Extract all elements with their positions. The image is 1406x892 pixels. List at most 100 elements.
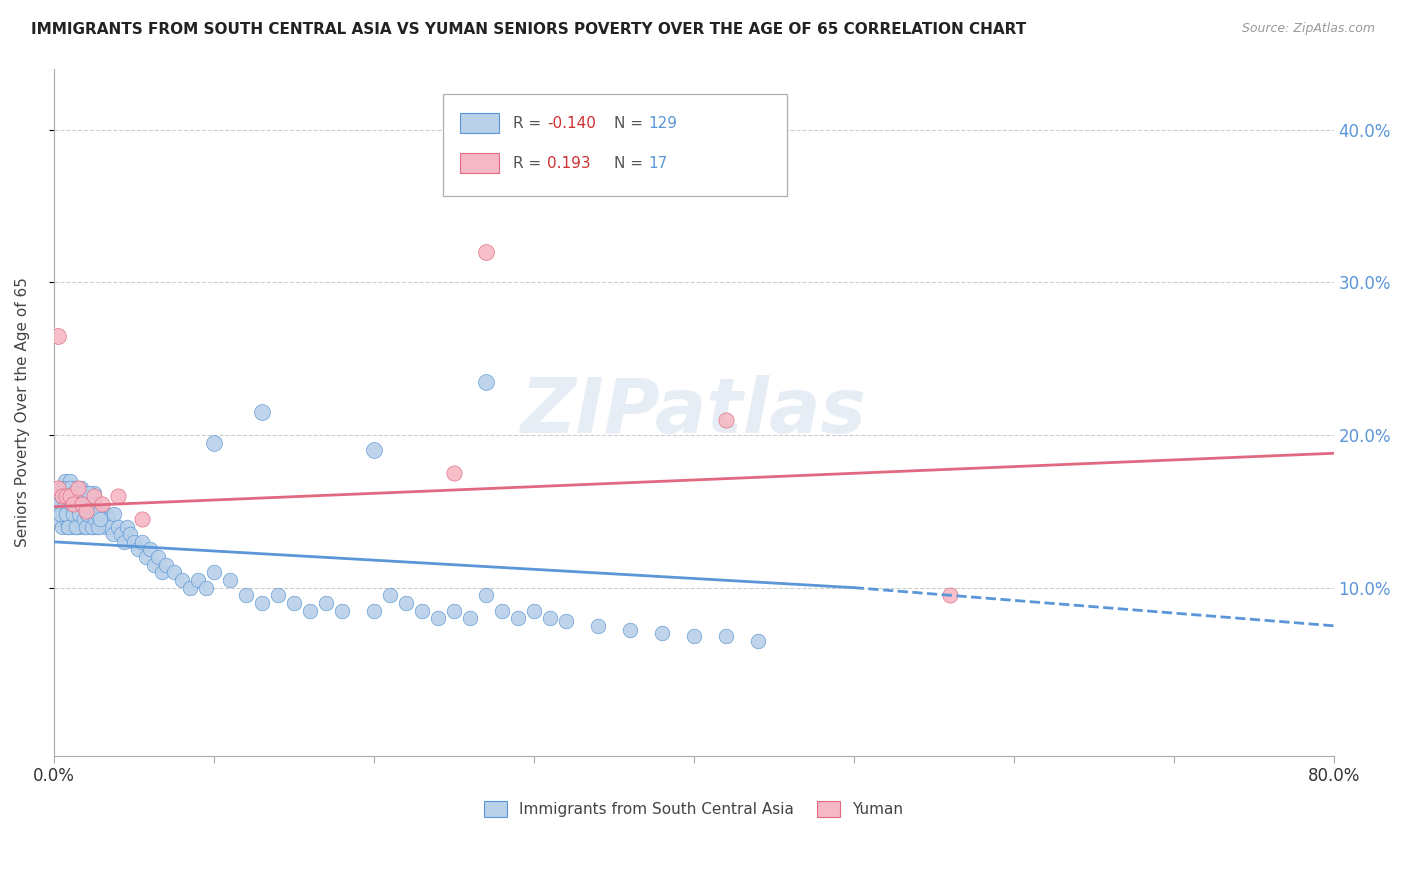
Point: [89, 508, 111, 522]
Point: [49, 489, 72, 503]
Point: [474, 244, 496, 259]
Point: [120, 527, 142, 541]
Point: [56, 519, 79, 533]
Point: [714, 412, 737, 426]
Point: [63, 482, 86, 496]
Text: Source: ZipAtlas.com: Source: ZipAtlas.com: [1241, 22, 1375, 36]
Point: [87, 519, 110, 533]
Point: [66, 482, 89, 496]
Point: [51, 519, 73, 533]
Point: [75, 519, 97, 533]
Point: [84, 512, 107, 526]
Point: [62, 504, 84, 518]
Point: [103, 508, 125, 522]
Point: [62, 497, 84, 511]
Point: [98, 519, 121, 533]
Point: [65, 508, 87, 522]
Point: [65, 497, 87, 511]
Point: [51, 482, 73, 496]
Point: [48, 497, 70, 511]
Point: [83, 504, 105, 518]
Point: [115, 519, 138, 533]
Point: [682, 630, 704, 644]
Point: [187, 573, 209, 587]
Point: [146, 550, 169, 565]
Point: [152, 566, 174, 580]
Point: [619, 624, 641, 638]
Point: [938, 588, 960, 602]
Text: 0.193: 0.193: [547, 156, 591, 170]
Point: [73, 519, 96, 533]
Point: [76, 497, 98, 511]
Point: [52, 482, 75, 496]
Point: [67, 508, 90, 522]
Point: [298, 603, 321, 617]
Point: [59, 482, 82, 496]
Text: N =: N =: [614, 116, 648, 130]
Point: [80, 519, 103, 533]
Legend: Immigrants from South Central Asia, Yuman: Immigrants from South Central Asia, Yuma…: [478, 796, 910, 823]
Text: IMMIGRANTS FROM SOUTH CENTRAL ASIA VS YUMAN SENIORS POVERTY OVER THE AGE OF 65 C: IMMIGRANTS FROM SOUTH CENTRAL ASIA VS YU…: [31, 22, 1026, 37]
Point: [131, 512, 153, 526]
Point: [411, 603, 433, 617]
Text: 129: 129: [648, 116, 678, 130]
Point: [506, 611, 529, 625]
Text: -0.140: -0.140: [547, 116, 596, 130]
Point: [90, 497, 112, 511]
Point: [83, 489, 105, 503]
Point: [122, 534, 145, 549]
Point: [59, 486, 82, 500]
Point: [51, 489, 73, 503]
Point: [394, 596, 416, 610]
Point: [73, 512, 96, 526]
Point: [138, 542, 160, 557]
Point: [80, 519, 103, 533]
Point: [170, 573, 193, 587]
Point: [162, 566, 184, 580]
Point: [55, 491, 77, 506]
Point: [523, 603, 546, 617]
Point: [79, 497, 101, 511]
Point: [458, 611, 481, 625]
Point: [89, 512, 111, 526]
Point: [651, 626, 673, 640]
Point: [51, 497, 73, 511]
Point: [55, 489, 77, 503]
Point: [127, 542, 149, 557]
Point: [62, 489, 84, 503]
Text: N =: N =: [614, 156, 654, 170]
Point: [60, 497, 83, 511]
Point: [72, 508, 94, 522]
Point: [586, 619, 609, 633]
Point: [48, 512, 70, 526]
Point: [66, 519, 89, 533]
Point: [747, 634, 769, 648]
Point: [554, 614, 576, 628]
Point: [49, 504, 72, 518]
Point: [72, 497, 94, 511]
Point: [94, 519, 117, 533]
Point: [60, 512, 83, 526]
Point: [49, 508, 72, 522]
Point: [538, 611, 561, 625]
Point: [45, 497, 67, 511]
Point: [135, 550, 157, 565]
Point: [59, 508, 82, 522]
Point: [714, 630, 737, 644]
Point: [86, 519, 108, 533]
Point: [48, 328, 70, 343]
Point: [53, 497, 76, 511]
Point: [53, 501, 76, 516]
Point: [59, 489, 82, 503]
Point: [87, 504, 110, 518]
Point: [143, 558, 166, 572]
Point: [474, 375, 496, 389]
Point: [60, 497, 83, 511]
Point: [443, 603, 465, 617]
Point: [72, 486, 94, 500]
Point: [250, 596, 273, 610]
Point: [315, 596, 337, 610]
Point: [426, 611, 449, 625]
Point: [79, 512, 101, 526]
Point: [179, 581, 201, 595]
